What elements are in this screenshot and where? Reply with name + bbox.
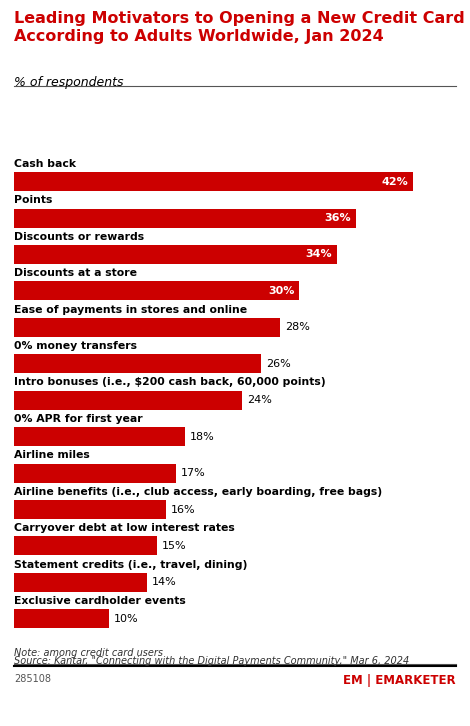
Bar	[14, 318, 280, 337]
Text: Airline benefits (i.e., club access, early boarding, free bags): Airline benefits (i.e., club access, ear…	[14, 486, 382, 497]
Bar	[14, 464, 176, 483]
Bar	[14, 500, 166, 519]
Text: 285108: 285108	[14, 674, 51, 684]
Bar	[14, 427, 185, 446]
Text: Points: Points	[14, 195, 53, 205]
Text: Statement credits (i.e., travel, dining): Statement credits (i.e., travel, dining)	[14, 560, 248, 570]
Text: 36%: 36%	[325, 213, 352, 223]
Text: 28%: 28%	[285, 322, 310, 333]
Text: 26%: 26%	[266, 359, 290, 369]
Text: 18%: 18%	[190, 432, 215, 441]
Text: 42%: 42%	[382, 176, 408, 187]
Text: Note: among credit card users: Note: among credit card users	[14, 648, 163, 658]
Text: 34%: 34%	[306, 250, 332, 259]
Text: 0% money transfers: 0% money transfers	[14, 341, 137, 351]
Text: Discounts or rewards: Discounts or rewards	[14, 232, 144, 242]
Text: 0% APR for first year: 0% APR for first year	[14, 414, 143, 424]
Bar	[14, 391, 242, 409]
Bar	[14, 609, 109, 628]
Bar	[14, 573, 147, 592]
Text: Exclusive cardholder events: Exclusive cardholder events	[14, 596, 186, 606]
Text: Source: Kantar, "Connecting with the Digital Payments Community," Mar 6, 2024: Source: Kantar, "Connecting with the Dig…	[14, 656, 409, 666]
Bar	[14, 208, 356, 227]
Bar	[14, 282, 299, 301]
Text: Leading Motivators to Opening a New Credit Card
According to Adults Worldwide, J: Leading Motivators to Opening a New Cred…	[14, 11, 465, 44]
Text: 16%: 16%	[171, 505, 196, 515]
Bar	[14, 245, 337, 264]
Bar	[14, 172, 413, 191]
Text: Ease of payments in stores and online: Ease of payments in stores and online	[14, 305, 247, 314]
Text: Discounts at a store: Discounts at a store	[14, 268, 137, 278]
Text: Airline miles: Airline miles	[14, 450, 90, 460]
Text: 14%: 14%	[152, 577, 177, 587]
Text: 15%: 15%	[161, 541, 186, 551]
Text: 24%: 24%	[247, 395, 272, 405]
Text: EM | EMARKETER: EM | EMARKETER	[343, 674, 456, 687]
Text: Intro bonuses (i.e., $200 cash back, 60,000 points): Intro bonuses (i.e., $200 cash back, 60,…	[14, 378, 326, 388]
Text: Cash back: Cash back	[14, 159, 76, 169]
Bar	[14, 354, 261, 373]
Text: 30%: 30%	[268, 286, 294, 296]
Text: 17%: 17%	[180, 468, 205, 478]
Text: 10%: 10%	[114, 613, 139, 624]
Bar	[14, 537, 157, 555]
Text: Carryover debt at low interest rates: Carryover debt at low interest rates	[14, 523, 235, 533]
Text: % of respondents: % of respondents	[14, 76, 124, 89]
